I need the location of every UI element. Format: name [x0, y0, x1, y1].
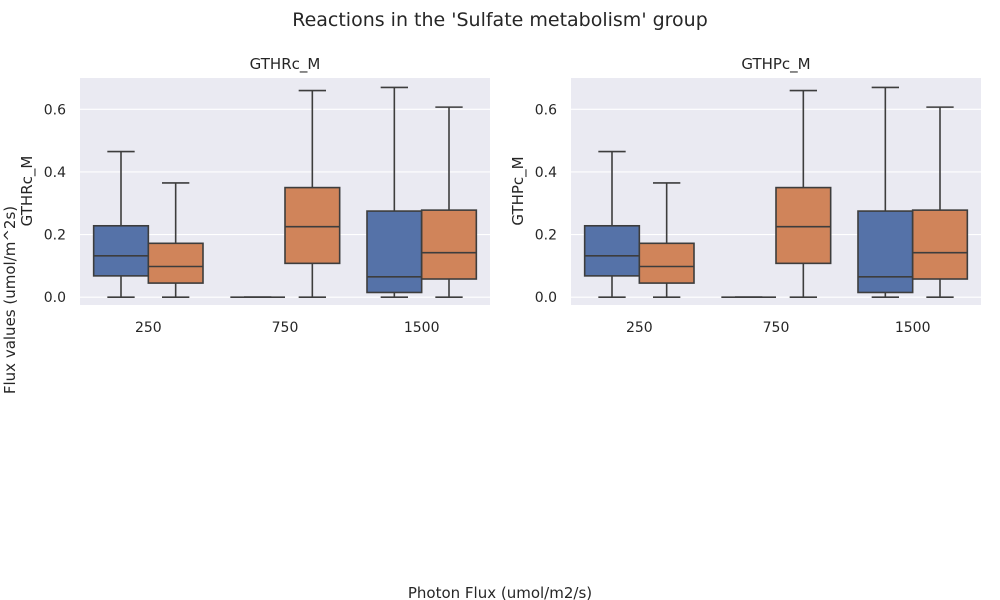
box-body	[284, 186, 341, 265]
box-body	[147, 242, 204, 284]
x-tick-label: 250	[626, 320, 653, 336]
box-plot	[857, 86, 914, 298]
box-plots	[92, 86, 478, 298]
x-tick-labels: 250 750 1500	[135, 320, 440, 336]
y-tick-label: 0.0	[535, 290, 557, 306]
x-tick-label: 1500	[404, 320, 440, 336]
box-body	[420, 209, 478, 280]
box-plot	[583, 150, 641, 298]
box-plot	[420, 106, 478, 298]
box-body	[92, 224, 150, 277]
y-tick-label: 0.2	[535, 228, 557, 244]
x-tick-labels: 250 750 1500	[626, 320, 931, 336]
x-tick-label: 250	[135, 320, 162, 336]
box-plot	[284, 89, 341, 298]
panel-title: GTHRc_M	[250, 55, 321, 74]
y-tick-labels: 0.0 0.2 0.4 0.6	[44, 102, 66, 306]
panel-y-label: GTHPc_M	[509, 156, 528, 225]
box-body	[857, 210, 914, 294]
y-tick-label: 0.0	[44, 290, 66, 306]
box-plot	[147, 182, 204, 298]
x-tick-label: 1500	[895, 320, 931, 336]
panel-gthpc-m: 0.0 0.2 0.4 0.6 250 750 1500 GTHPc_M GTHPc_M	[509, 55, 981, 336]
y-tick-label: 0.2	[44, 228, 66, 244]
box-body	[775, 186, 832, 265]
figure-title: Reactions in the 'Sulfate metabolism' gr…	[292, 9, 708, 31]
box-body	[366, 210, 423, 294]
box-plot	[638, 182, 695, 298]
box-body	[638, 242, 695, 284]
panel-title: GTHPc_M	[741, 55, 810, 74]
box-plot	[911, 106, 969, 298]
y-tick-label: 0.6	[535, 102, 557, 118]
panel-gthrc-m: 0.0 0.2 0.4 0.6 250 750 1500 GTHRc_M GTHRc_M	[18, 55, 490, 336]
y-tick-label: 0.4	[535, 165, 557, 181]
x-tick-label: 750	[763, 320, 790, 336]
box-plots	[583, 86, 969, 298]
box-plot	[775, 89, 832, 298]
y-tick-label: 0.6	[44, 102, 66, 118]
box-plot	[366, 86, 423, 298]
y-tick-labels: 0.0 0.2 0.4 0.6	[535, 102, 557, 306]
box-body	[911, 209, 969, 280]
panel-y-label: GTHRc_M	[18, 156, 37, 227]
x-tick-label: 750	[272, 320, 299, 336]
figure-x-label: Photon Flux (umol/m2/s)	[408, 584, 592, 600]
box-body	[583, 224, 641, 277]
y-tick-label: 0.4	[44, 165, 66, 181]
figure-y-label: Flux values (umol/m^2s)	[1, 206, 19, 394]
